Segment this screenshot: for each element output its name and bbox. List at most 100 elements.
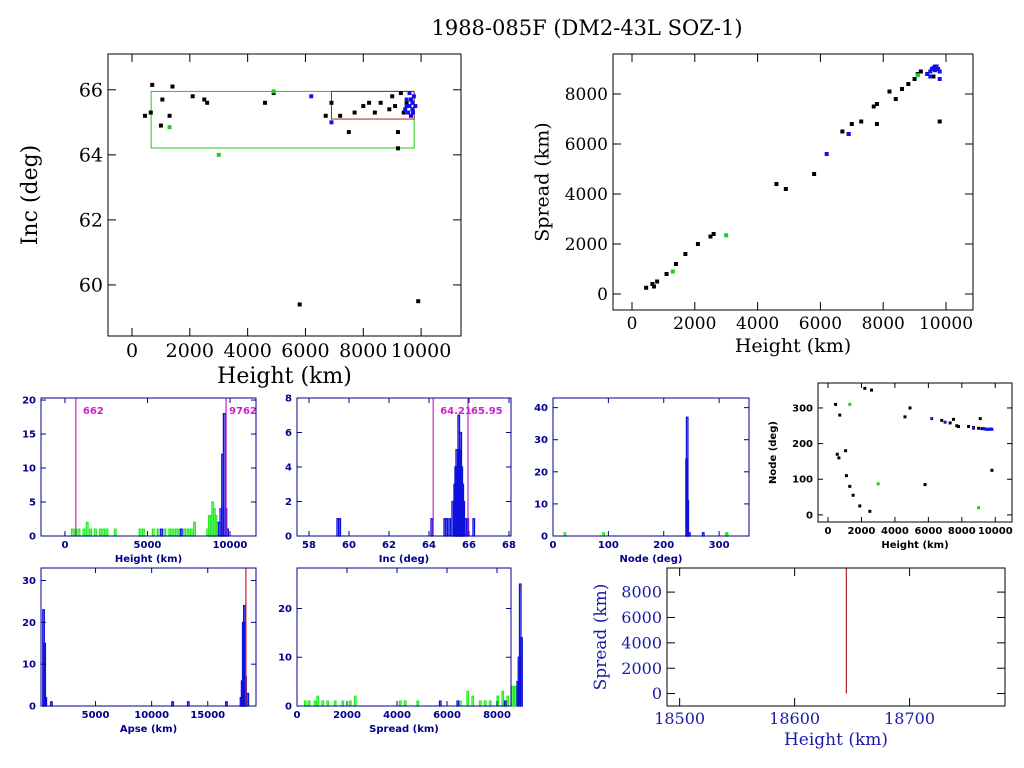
histogram-bar-all: [458, 700, 462, 707]
data-point-black: [874, 122, 879, 126]
histogram-bar-all: [316, 695, 320, 707]
x-tick-label: 8000: [339, 340, 387, 362]
data-point-green: [670, 269, 675, 274]
data-point-black: [378, 100, 383, 105]
histogram-bar-all: [186, 528, 190, 537]
data-point-black: [395, 130, 400, 135]
y-tick-label: 2: [285, 497, 292, 508]
x-tick-label: 10000: [978, 526, 1013, 537]
plot-frame: [612, 53, 974, 311]
data-point-black: [673, 262, 678, 266]
data-point-black: [906, 82, 911, 86]
plot-frame: [40, 397, 257, 537]
data-point-blue: [846, 132, 851, 136]
y-tick-label: 300: [792, 403, 813, 414]
histogram-bar-all: [174, 528, 178, 537]
chart-apse_hist: 5000 10000 15000 0 10 20 30 Apse (km): [22, 567, 257, 735]
data-point-blue: [987, 427, 991, 431]
x-tick-label: 15000: [190, 710, 225, 721]
y-tick-label: 8: [285, 394, 292, 405]
data-point-black: [977, 426, 981, 430]
histogram-bar-all: [141, 528, 145, 537]
data-point-black: [812, 172, 817, 176]
y-tick-label: 10: [278, 653, 292, 664]
x-tick-label: 4000: [736, 314, 779, 334]
data-point-black: [948, 421, 952, 425]
data-point-black: [783, 187, 788, 191]
y-tick-label: 2000: [565, 235, 608, 255]
histogram-bar-all: [353, 695, 357, 707]
data-point-green: [848, 402, 852, 406]
data-point-blue: [408, 113, 413, 118]
x-tick-label: 2000: [673, 314, 716, 334]
data-point-blue: [407, 91, 412, 96]
histogram-bar-selected: [246, 692, 250, 707]
data-point-blue: [943, 420, 947, 424]
marker-line-label: 662: [83, 406, 104, 417]
histogram-bar-all: [333, 700, 337, 707]
y-tick-label: 0: [29, 702, 36, 713]
data-point-black: [167, 113, 172, 118]
data-point-black: [893, 97, 898, 101]
histogram-bar-selected: [445, 518, 449, 537]
data-point-black: [361, 104, 366, 109]
chart-spread_hist: 0 2000 4000 6000 8000 0 10 20 Spread (km): [278, 567, 523, 735]
x-tick-label: 10000: [134, 710, 169, 721]
histogram-bar-selected: [50, 701, 53, 707]
data-point-green: [271, 89, 276, 94]
histogram-bar-all: [416, 700, 420, 707]
y-axis-label: Node (deg): [768, 421, 779, 484]
x-axis-label: Height (km): [784, 730, 888, 750]
y-tick-label: 10: [22, 464, 36, 475]
data-point-blue: [930, 417, 934, 421]
histogram-bar-selected: [171, 701, 174, 707]
y-tick-label: 100: [792, 475, 813, 486]
histogram-bar-selected: [464, 518, 468, 537]
data-point-blue: [925, 72, 930, 76]
data-point-black: [900, 87, 905, 91]
data-point-black: [297, 302, 302, 307]
data-point-black: [937, 119, 942, 124]
histogram-bar-all: [501, 690, 505, 707]
histogram-bar-selected: [520, 637, 523, 707]
histogram-bar-all: [85, 521, 89, 537]
x-tick-label: 0: [825, 526, 832, 537]
data-point-black: [834, 402, 838, 406]
data-point-black: [664, 272, 669, 276]
y-tick-label: 0: [285, 532, 292, 543]
data-point-black: [158, 123, 163, 128]
histogram-bar-all: [348, 700, 352, 707]
data-point-black: [978, 417, 982, 421]
histogram-bar-selected: [338, 518, 342, 537]
histogram-bar-all: [398, 700, 402, 707]
histogram-bar-all: [193, 521, 196, 537]
data-point-black: [711, 232, 716, 236]
x-tick-label: 64: [422, 540, 436, 551]
data-point-blue: [309, 94, 314, 99]
data-point-black: [940, 418, 944, 422]
histogram-bar-selected: [430, 518, 434, 537]
plot-frame: [296, 567, 512, 707]
plot-frame: [666, 567, 1006, 707]
y-tick-label: 64: [79, 144, 103, 166]
y-tick-label: 6: [285, 428, 292, 439]
histogram-bar-all: [156, 528, 160, 537]
data-point-blue: [972, 426, 976, 430]
x-tick-label: 100: [598, 540, 619, 551]
data-point-blue: [937, 77, 942, 81]
data-point-black: [262, 100, 267, 105]
data-point-black: [367, 100, 372, 105]
marker-line-label: 9762: [229, 406, 257, 417]
data-point-blue: [928, 74, 933, 79]
y-tick-label: 30: [534, 435, 548, 446]
chart-spread_vs_height_zoom: 18500 18600 18700 0 2000 4000 6000 8000 Height (…: [591, 567, 1006, 750]
x-tick-label: 60: [342, 540, 356, 551]
histogram-bar-all: [466, 690, 470, 707]
data-point-black: [870, 388, 874, 392]
data-point-blue: [407, 104, 412, 109]
y-tick-label: 20: [22, 396, 36, 407]
data-point-black: [338, 113, 343, 118]
data-point-blue: [936, 67, 941, 71]
data-point-green: [915, 73, 920, 78]
